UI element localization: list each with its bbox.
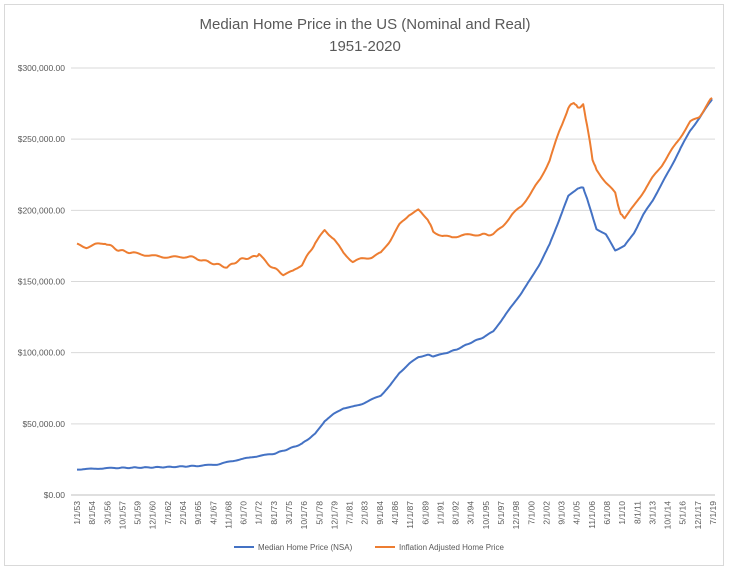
gridlines (71, 67, 715, 496)
x-tick-label: 5/1/78 (314, 501, 324, 525)
x-tick-label: 12/1/17 (693, 501, 703, 530)
x-tick-label: 8/1/54 (87, 501, 97, 525)
x-tick-label: 8/1/11 (632, 501, 642, 524)
line-chart: Median Home Price in the US (Nominal and… (18, 16, 718, 552)
y-tick-label: $50,000.00 (22, 419, 65, 429)
x-tick-label: 10/1/57 (117, 501, 127, 530)
chart-title: Median Home Price in the US (Nominal and… (200, 16, 531, 33)
y-tick-label: $250,000.00 (18, 134, 66, 144)
x-tick-label: 9/1/84 (375, 501, 385, 525)
x-tick-label: 5/1/59 (133, 501, 143, 525)
series-line-real (76, 97, 713, 277)
chart-frame: Median Home Price in the US (Nominal and… (4, 4, 724, 566)
x-tick-label: 2/1/02 (541, 501, 551, 525)
x-tick-label: 1/1/72 (254, 501, 264, 525)
x-tick-label: 2/1/83 (360, 501, 370, 525)
y-tick-label: $150,000.00 (18, 277, 66, 287)
x-tick-label: 3/1/56 (102, 501, 112, 525)
x-tick-label: 8/1/92 (451, 501, 461, 525)
x-tick-label: 9/1/65 (193, 501, 203, 525)
legend-label-real: Inflation Adjusted Home Price (399, 543, 504, 552)
x-tick-label: 6/1/89 (420, 501, 430, 525)
y-tick-label: $300,000.00 (18, 63, 66, 73)
x-tick-label: 7/1/62 (163, 501, 173, 525)
legend-label-nominal: Median Home Price (NSA) (258, 543, 353, 552)
x-tick-label: 8/1/73 (269, 501, 279, 525)
x-tick-label: 11/1/06 (587, 501, 597, 529)
legend: Median Home Price (NSA) Inflation Adjust… (234, 543, 504, 552)
x-tick-label: 1/1/53 (72, 501, 82, 525)
x-tick-label: 11/1/87 (405, 501, 415, 529)
x-tick-label: 6/1/08 (602, 501, 612, 525)
series-line-nominal (77, 98, 713, 471)
y-tick-label: $100,000.00 (18, 348, 66, 358)
x-tick-label: 4/1/86 (390, 501, 400, 525)
x-tick-label: 3/1/13 (647, 501, 657, 525)
x-tick-label: 10/1/76 (299, 501, 309, 530)
x-tick-label: 12/1/98 (511, 501, 521, 530)
x-tick-label: 11/1/68 (223, 501, 233, 529)
x-tick-label: 7/1/19 (708, 501, 718, 525)
x-tick-label: 7/1/00 (526, 501, 536, 525)
x-tick-label: 6/1/70 (239, 501, 249, 525)
chart-subtitle: 1951-2020 (329, 38, 401, 55)
x-tick-label: 3/1/75 (284, 501, 294, 525)
x-tick-label: 7/1/81 (345, 501, 355, 525)
x-tick-label: 4/1/67 (208, 501, 218, 525)
y-tick-label: $0.00 (44, 490, 66, 500)
x-tick-label: 10/1/14 (663, 501, 673, 530)
x-tick-label: 2/1/64 (178, 501, 188, 525)
x-tick-label: 12/1/60 (148, 501, 158, 530)
x-tick-label: 5/1/16 (678, 501, 688, 525)
y-axis: $0.00 $50,000.00 $100,000.00 $150,000.00 $20… (18, 63, 66, 500)
x-tick-label: 4/1/05 (572, 501, 582, 525)
x-tick-label: 3/1/94 (466, 501, 476, 525)
x-tick-label: 12/1/79 (329, 501, 339, 530)
x-axis: 1/1/53 8/1/54 3/1/56 10/1/57 5/1/59 12/1/60 7/… (72, 501, 718, 530)
x-tick-label: 5/1/97 (496, 501, 506, 525)
x-tick-label: 1/1/91 (435, 501, 445, 525)
y-tick-label: $200,000.00 (18, 205, 66, 215)
x-tick-label: 1/1/10 (617, 501, 627, 525)
x-tick-label: 10/1/95 (481, 501, 491, 530)
series-lines (76, 97, 713, 471)
x-tick-label: 9/1/03 (557, 501, 567, 525)
